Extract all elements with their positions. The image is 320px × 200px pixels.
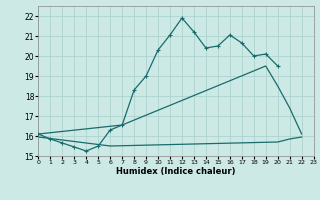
X-axis label: Humidex (Indice chaleur): Humidex (Indice chaleur) [116,167,236,176]
